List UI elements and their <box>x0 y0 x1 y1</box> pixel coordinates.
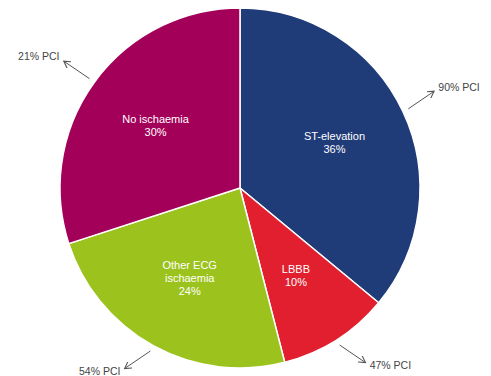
chart: ST-elevation36% 90% PCI LBBB10% 47% PCI Othe… <box>0 0 491 376</box>
annotation: 47% PCI <box>370 359 411 371</box>
category-label: Other ECGischaemia <box>163 259 217 284</box>
value-label: 10% <box>285 276 307 288</box>
page: {"chart_data": {"type": "pie", "categori… <box>0 0 491 376</box>
annotation: 54% PCI <box>79 365 120 376</box>
category-label-line: Other ECG <box>163 259 217 271</box>
category-label: LBBB <box>282 263 310 275</box>
value-label: 24% <box>179 285 201 297</box>
annotation-arrow <box>65 62 90 79</box>
annotation-arrow <box>408 92 433 109</box>
category-label-line: No ischaemia <box>122 113 190 125</box>
slices <box>60 8 420 368</box>
annotation-arrow <box>125 351 150 368</box>
pie-slice <box>60 8 240 244</box>
annotation-arrow <box>340 345 365 362</box>
category-label-line: ischaemia <box>165 272 215 284</box>
annotation: 21% PCI <box>18 50 59 62</box>
labels: ST-elevation36% 90% PCI LBBB10% 47% PCI Othe… <box>18 50 480 376</box>
value-label: 36% <box>323 143 345 155</box>
category-label: ST-elevation <box>304 130 365 142</box>
category-label: No ischaemia <box>122 113 190 125</box>
annotation: 90% PCI <box>438 81 479 93</box>
category-label-line: ST-elevation <box>304 130 365 142</box>
category-label-line: LBBB <box>282 263 310 275</box>
value-label: 30% <box>145 126 167 138</box>
